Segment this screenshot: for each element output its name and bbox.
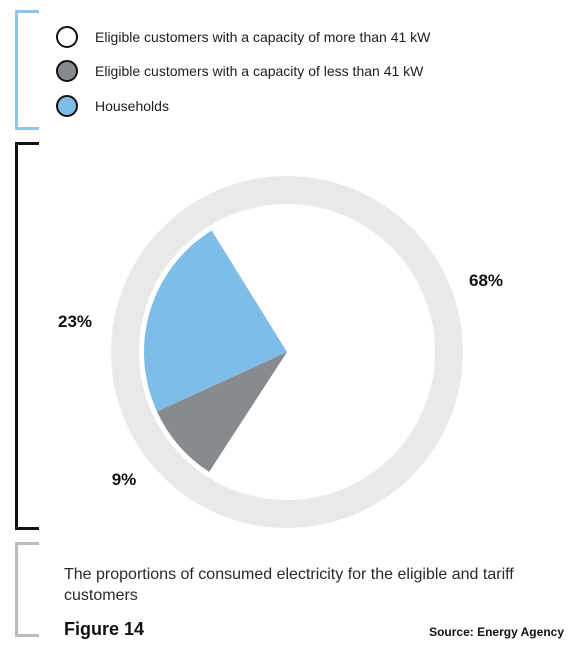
legend-item-large-eligible: Eligible customers with a capacity of mo… [56,24,430,50]
legend-bracket [15,10,39,130]
legend-swatch-circle [56,60,78,82]
legend-swatch-circle [56,26,78,48]
pie-data-labels: 68% 9% 23% [58,271,503,489]
caption-bracket [15,542,39,637]
pie-slice-households [144,230,287,412]
source-note: Source: Energy Agency [429,625,564,639]
figure-number: Figure 14 [64,619,145,639]
chart-bracket [15,142,39,530]
pie-data-label: 68% [469,271,503,290]
pie-data-label: 23% [58,312,92,331]
figure-caption: The proportions of consumed electricity … [64,566,514,604]
pie-data-label: 9% [112,470,137,489]
legend-item-households: Households [56,93,169,119]
legend-swatch-circle [56,95,78,117]
legend-label: Eligible customers with a capacity of le… [95,63,424,79]
legend-item-small-eligible: Eligible customers with a capacity of le… [56,58,423,84]
legend-label: Eligible customers with a capacity of mo… [95,29,431,45]
legend-label: Households [95,98,169,114]
pie-slice-small-eligible [156,352,287,472]
pie-slices [111,176,463,528]
